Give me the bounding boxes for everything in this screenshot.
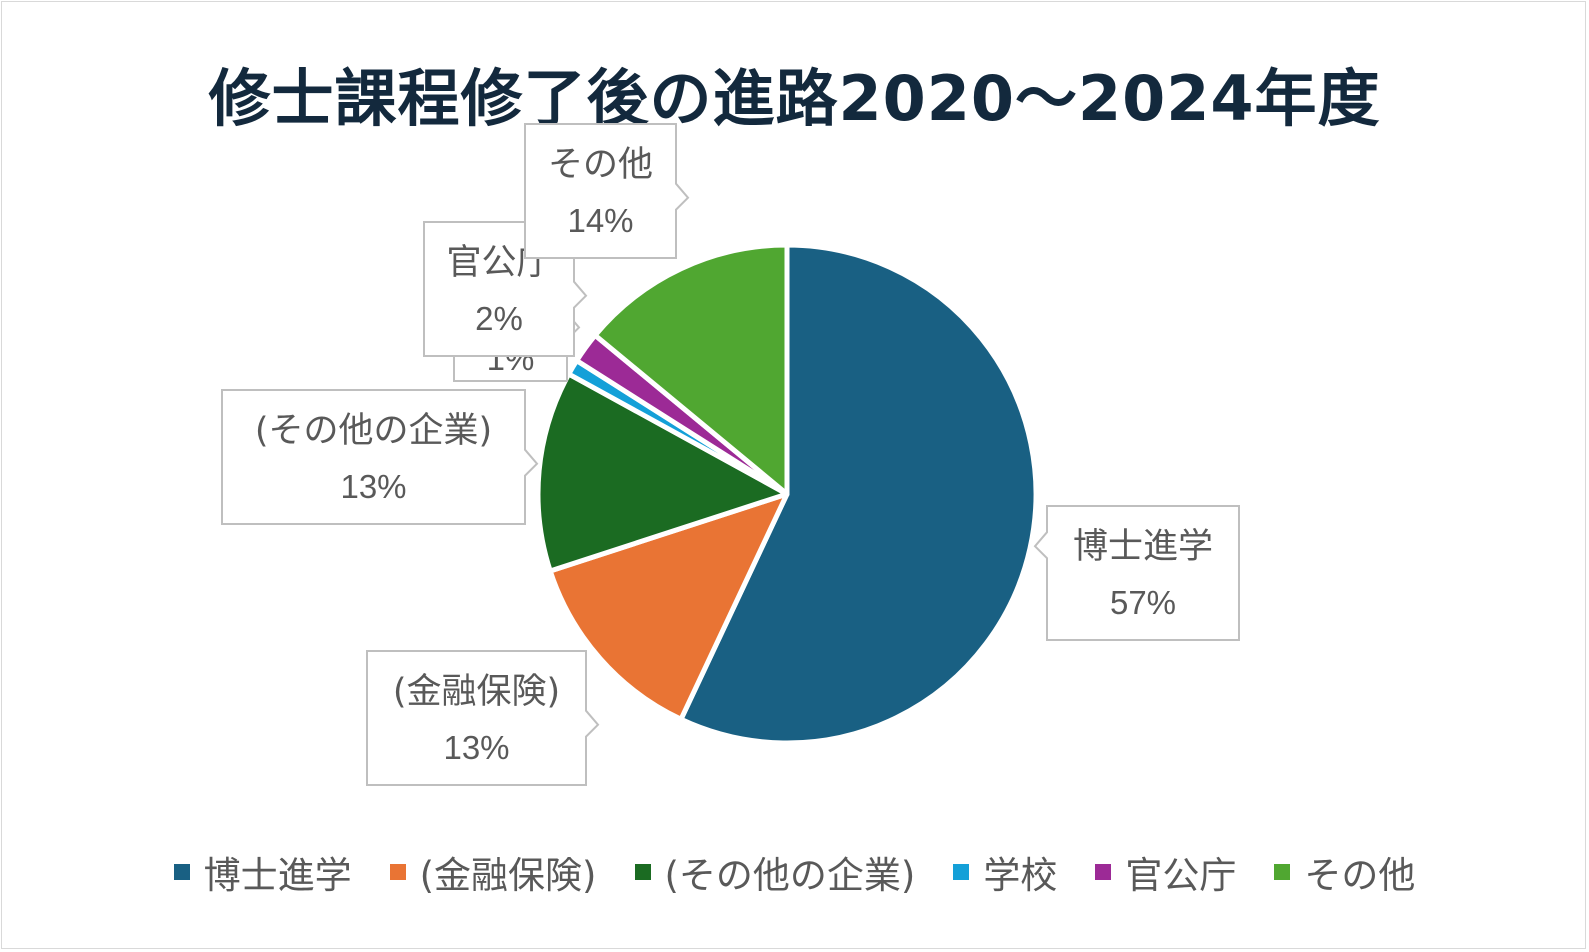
legend-marker [1095, 864, 1112, 880]
legend-label: (金融保険) [419, 854, 597, 897]
legend-item: その他 [1274, 845, 1415, 899]
legend-marker [634, 864, 651, 880]
legend-marker [1274, 864, 1291, 880]
legend-item: (その他の企業) [634, 845, 916, 899]
data-label-category: その他 [548, 145, 653, 185]
pie-slice-1[interactable] [547, 491, 790, 722]
data-label-2: (その他の企業) 13% [221, 389, 539, 525]
data-label-value: 2% [475, 300, 523, 337]
legend-item: 官公庁 [1095, 845, 1236, 899]
legend-label: 官公庁 [1125, 854, 1237, 897]
legend-label: 博士進学 [203, 854, 352, 897]
legend-item: 博士進学 [173, 845, 352, 899]
legend: 博士進学 (金融保険) (その他の企業) 学校 官公庁 その他 [0, 845, 1589, 899]
data-label-value: 14% [567, 202, 633, 239]
data-label-box [1033, 505, 1240, 641]
data-label-box [221, 389, 539, 525]
chart-title: 修士課程修了後の進路2020～2024年度 [208, 62, 1381, 135]
legend-marker [953, 864, 970, 880]
data-label-box [524, 123, 690, 259]
legend-label: 学校 [983, 854, 1058, 897]
data-label-category: 博士進学 [1073, 527, 1213, 567]
legend-label: (その他の企業) [664, 854, 916, 897]
data-label-category: (その他の企業) [255, 411, 492, 451]
data-label-value: 57% [1110, 584, 1176, 621]
pie-slice-5[interactable] [592, 242, 790, 497]
pie-slice-2[interactable] [535, 371, 790, 574]
legend-label: その他 [1304, 854, 1416, 897]
legend-marker [173, 864, 190, 880]
data-label-category: (金融保険) [393, 672, 560, 712]
legend-marker [389, 864, 406, 880]
data-label-1: (金融保険) 13% [366, 650, 600, 786]
data-label-value: 13% [443, 729, 509, 766]
data-label-0: 博士進学 57% [1033, 505, 1240, 641]
legend-item: 学校 [953, 845, 1057, 899]
data-label-value: 13% [340, 468, 406, 505]
data-label-5: その他 14% [524, 123, 690, 259]
pie-slice-0[interactable] [678, 242, 1039, 746]
legend-item: (金融保険) [389, 845, 597, 899]
data-label-box [366, 650, 600, 786]
